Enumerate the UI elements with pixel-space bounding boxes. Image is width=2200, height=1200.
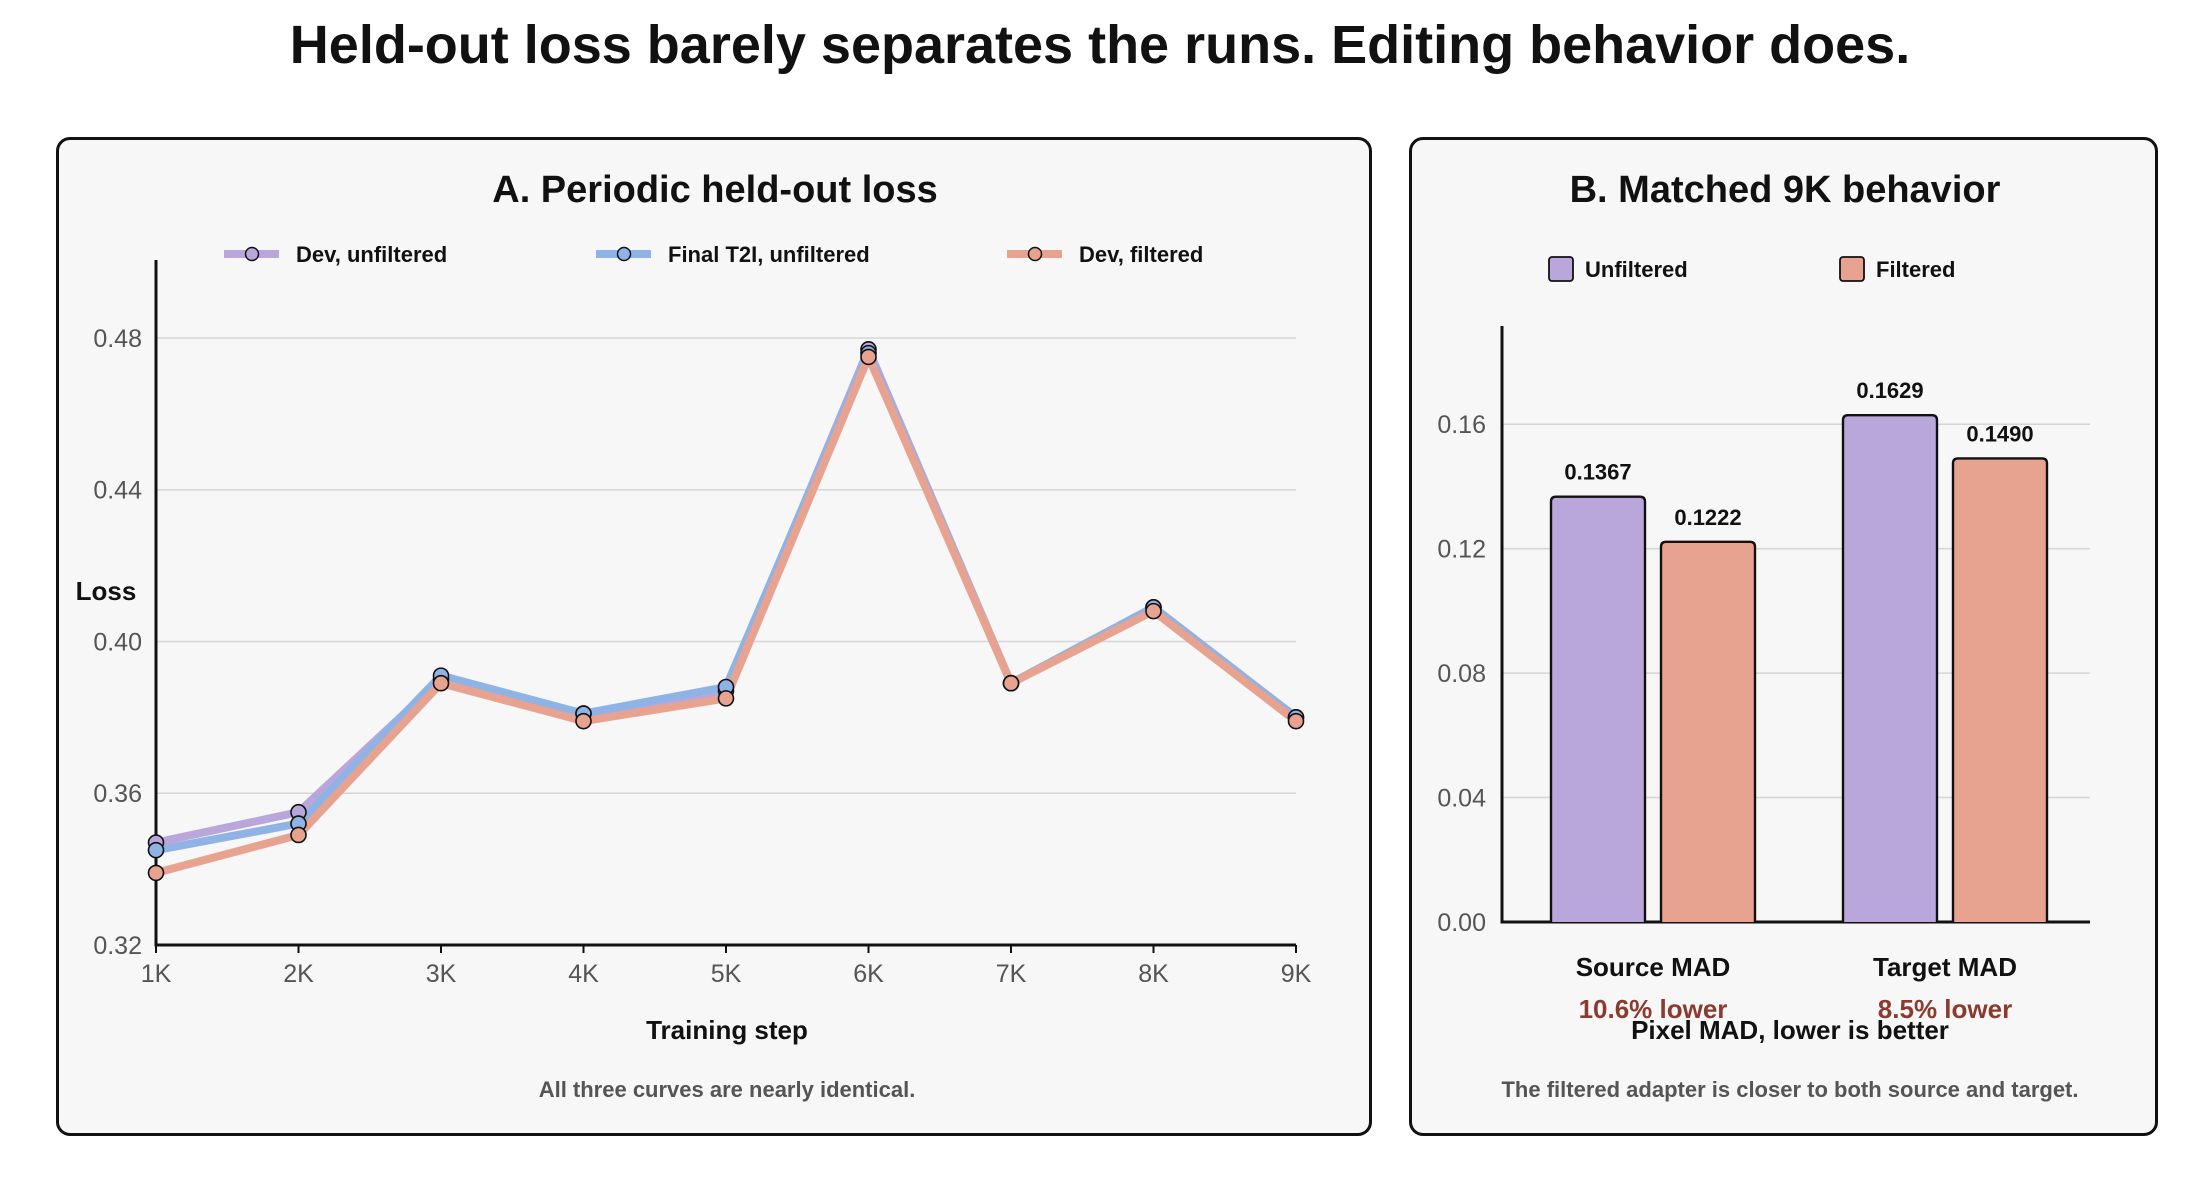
data-point-2 — [1145, 602, 1162, 620]
category-note: 8.5% lower — [1878, 994, 2012, 1024]
bar-filtered-1 — [1951, 457, 2049, 922]
bar-legend-item-0: Unfiltered — [1548, 256, 1688, 282]
data-point-2 — [290, 826, 307, 844]
panel-a-caption: All three curves are nearly identical. — [539, 1077, 916, 1102]
data-point-2 — [860, 348, 877, 366]
svg-text:Dev, filtered: Dev, filtered — [1079, 242, 1203, 267]
data-point-2 — [147, 864, 165, 882]
loss-line-chart: A. Periodic held-out loss Dev, unfiltered… — [76, 169, 1312, 1102]
svg-text:Unfiltered: Unfiltered — [1585, 257, 1688, 282]
data-point-1 — [147, 841, 165, 859]
legend-item-1: Final T2I, unfiltered — [596, 242, 870, 267]
bar-value-label: 0.1222 — [1674, 505, 1741, 530]
x-tick-label: 4K — [568, 960, 599, 988]
y-tick-label: 0.00 — [1437, 909, 1486, 937]
bar-value-label: 0.1490 — [1966, 421, 2033, 446]
bar-unfiltered-1 — [1841, 414, 1939, 922]
bar-legend-item-1: Filtered — [1839, 256, 1955, 282]
panel-b-caption: The filtered adapter is closer to both s… — [1501, 1077, 2078, 1102]
x-tick-label: 8K — [1138, 960, 1169, 988]
legend-item-0: Dev, unfiltered — [224, 242, 447, 267]
x-tick-label: 1K — [141, 960, 172, 988]
series-line-0 — [152, 345, 1300, 847]
y-tick-label: 0.40 — [93, 628, 142, 656]
bar-value-label: 0.1367 — [1564, 460, 1631, 485]
category-note: 10.6% lower — [1579, 994, 1728, 1024]
svg-text:Final T2I, unfiltered: Final T2I, unfiltered — [668, 242, 870, 267]
data-point-2 — [717, 690, 735, 707]
page-title: Held-out loss barely separates the runs.… — [289, 15, 1911, 75]
y-tick-label: 0.32 — [93, 932, 142, 960]
x-axis-label: Pixel MAD, lower is better — [1631, 1015, 1949, 1045]
y-axis-label: Loss — [76, 576, 137, 606]
data-point-2 — [1002, 674, 1020, 692]
loss-chart-panel: A. Periodic held-out loss Dev, unfiltered… — [56, 137, 1372, 1136]
y-tick-label: 0.04 — [1437, 785, 1486, 813]
x-tick-label: 3K — [426, 960, 457, 988]
y-tick-label: 0.16 — [1437, 411, 1486, 439]
category-label: Target MAD — [1873, 952, 2017, 982]
y-tick-label: 0.12 — [1437, 536, 1486, 564]
legend-item-2: Dev, filtered — [1007, 242, 1203, 267]
mad-bar-chart: B. Matched 9K behavior Unfiltered Filtered… — [1437, 169, 2090, 1102]
series-line-1 — [152, 349, 1300, 855]
bar-unfiltered-0 — [1549, 495, 1647, 922]
x-tick-label: 5K — [711, 960, 742, 988]
bar-filtered-0 — [1659, 540, 1757, 922]
x-tick-label: 7K — [996, 960, 1027, 988]
category-label: Source MAD — [1576, 952, 1731, 982]
y-tick-label: 0.48 — [93, 325, 142, 353]
x-axis-label: Training step — [646, 1015, 808, 1045]
data-point-2 — [432, 674, 450, 692]
data-point-2 — [575, 712, 592, 730]
y-tick-label: 0.08 — [1437, 660, 1486, 688]
x-tick-label: 6K — [853, 960, 884, 988]
y-tick-label: 0.36 — [93, 780, 142, 808]
x-tick-label: 9K — [1281, 960, 1312, 988]
svg-text:Filtered: Filtered — [1876, 257, 1955, 282]
mad-bar-chart-panel: B. Matched 9K behavior Unfiltered Filtered… — [1409, 137, 2158, 1136]
data-point-2 — [1287, 712, 1305, 730]
y-tick-label: 0.44 — [93, 477, 142, 505]
svg-text:Dev, unfiltered: Dev, unfiltered — [296, 242, 447, 267]
bar-value-label: 0.1629 — [1856, 378, 1923, 403]
panel-b-title: B. Matched 9K behavior — [1570, 169, 2001, 211]
x-tick-label: 2K — [283, 960, 314, 988]
panel-a-title: A. Periodic held-out loss — [492, 169, 938, 211]
